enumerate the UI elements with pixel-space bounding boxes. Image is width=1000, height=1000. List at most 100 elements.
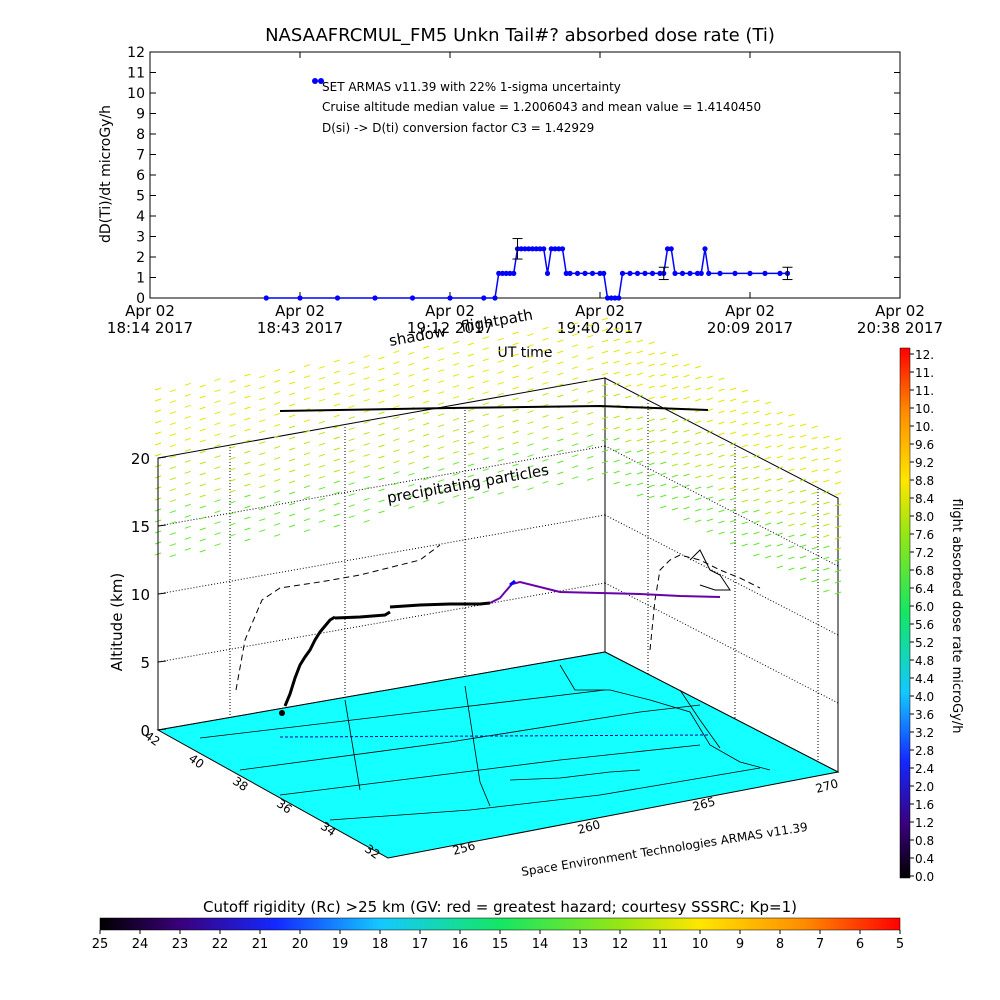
particle-dash [572,399,579,403]
particle-dash [333,392,340,396]
particle-dash [482,380,489,384]
particle-dash [613,437,620,441]
particle-dash [625,362,632,366]
particle-dash [348,372,355,376]
particle-dash [229,478,236,482]
particle-dash [229,456,236,460]
particle-dash [512,408,519,412]
particle-dash [378,378,385,382]
particle-dash [706,507,714,511]
particle-dash [467,342,475,346]
legend-marker [318,78,324,84]
particle-dash [184,393,191,397]
particle-dash [660,439,667,443]
particle-dash [452,373,460,377]
x-tick-label: 20:09 2017 [707,319,793,337]
particle-dash [497,392,504,396]
particle-dash [718,377,725,381]
particle-dash [199,428,206,432]
particle-dash [542,469,549,473]
particle-dash [244,527,251,531]
dose-point [601,270,607,276]
particle-dash [788,556,795,560]
particle-dash [613,349,620,353]
particle-dash [586,444,594,448]
dose-point [567,270,573,276]
particle-dash [542,425,549,429]
particle-dash [199,505,206,509]
particle-dash [184,492,191,496]
particle-dash [834,569,842,573]
particle-dash [753,531,760,535]
dose-point [334,295,341,301]
lon-tick-label: 265 [691,794,717,813]
particle-dash [625,384,632,388]
particle-dash [303,507,311,511]
particle-dash [169,510,177,514]
top-y-axis-label: dD(Ti)/dt microGy/h [98,105,114,243]
rigidity-colorbar-tick-label: 23 [172,937,189,952]
particle-dash [244,406,251,410]
particle-dash [497,403,504,407]
particle-dash [648,473,655,477]
particle-dash [648,341,655,345]
particle-dash [244,373,251,377]
dose-colorbar-tick-label: 4.8 [915,654,934,668]
particle-dash [423,411,430,415]
particle-dash [764,511,772,515]
lon-tick-label: 270 [814,776,840,795]
legend-marker [312,78,318,84]
particle-dash [437,391,445,395]
particle-dash [303,430,311,434]
particle-dash [482,457,489,461]
rigidity-colorbar-tick-label: 17 [412,937,429,952]
rigidity-colorbar-ticks: 25 24 23 22 21 20 19 18 17 16 15 14 13 12 11 10 9 8 7 6 5 [92,930,904,952]
particle-dash [753,498,760,502]
map-state-borders [199,664,771,821]
particle-dash [408,351,415,355]
dose-point [672,270,678,276]
particle-dash [601,339,609,343]
particle-dash [648,418,655,422]
particle-dash [586,433,594,437]
particle-dash [259,375,266,379]
particle-dash [636,449,644,453]
particle-dash [378,444,385,448]
particle-dash [274,533,281,537]
particle-dash [671,496,679,500]
particle-dash [333,359,340,363]
particle-dash [467,463,475,467]
particle-dash [452,494,460,498]
particle-dash [318,365,326,369]
x-tick-label: Apr 02 [425,302,475,320]
particle-dash [823,468,830,472]
rigidity-colorbar-tick-label: 10 [692,937,709,952]
particle-dash [214,510,221,514]
rigidity-colorbar-tick-label: 13 [572,937,589,952]
particle-dash [199,439,206,443]
particle-dash [527,432,534,436]
particle-dash [834,525,842,529]
particle-dash [288,425,296,429]
particle-dash [393,427,400,431]
particle-dash [625,439,632,443]
particle-dash [259,529,266,533]
particle-dash [601,361,609,365]
particle-dash [729,497,737,501]
particle-dash [229,412,236,416]
particle-dash [437,457,445,461]
rigidity-colorbar-tick-label: 16 [452,937,469,952]
particle-dash [318,376,326,380]
particle-dash [497,381,504,385]
particle-dash [660,505,667,509]
particle-dash [823,589,830,593]
particle-dash [512,397,519,401]
dose-colorbar-tick-label: 8.0 [915,510,934,524]
particle-dash [671,452,679,456]
rigidity-colorbar-tick-label: 12 [612,937,629,952]
particle-dash [423,433,430,437]
particle-dash [199,549,206,553]
particle-dash [348,471,355,475]
particle-dash [753,476,760,480]
particle-dash [378,400,385,404]
